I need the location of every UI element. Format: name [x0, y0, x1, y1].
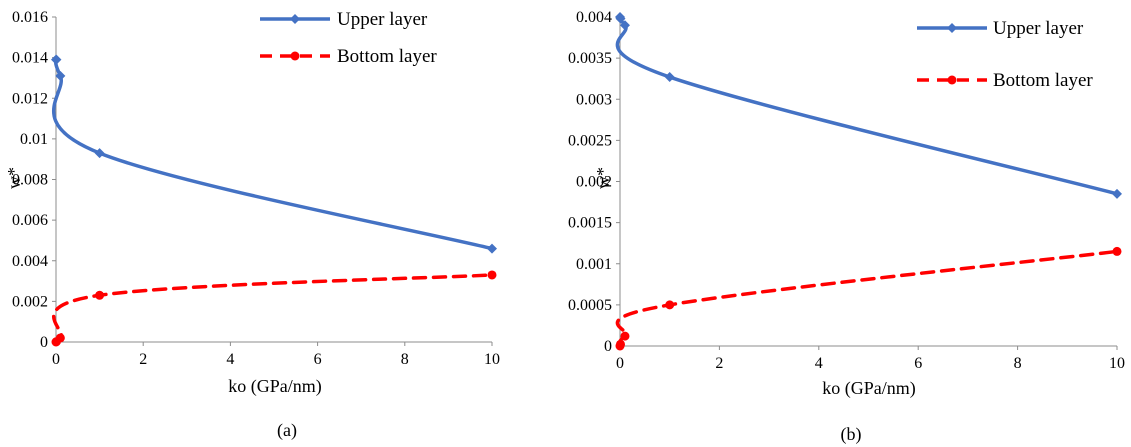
x-tick-label: 6	[914, 355, 922, 372]
legend-label: Upper layer	[993, 18, 1084, 39]
data-point-series-1	[94, 148, 105, 159]
y-tick-label: 0.002	[12, 293, 48, 310]
series-line-2	[52, 273, 494, 345]
series-line-1	[615, 15, 1119, 196]
y-tick-label: 0.004	[12, 253, 48, 270]
legend-label: Bottom layer	[337, 46, 437, 67]
series-line-2	[615, 249, 1119, 348]
x-tick-label: 0	[52, 351, 60, 368]
data-point-series-1	[51, 54, 62, 65]
x-tick-label: 10	[484, 351, 500, 368]
y-axis-label: w*	[593, 167, 613, 189]
data-point-series-2	[615, 339, 625, 349]
y-tick-label: 0.0005	[568, 297, 612, 314]
y-tick-label: 0.0035	[568, 50, 612, 67]
data-point-series-1	[619, 20, 630, 31]
data-point-series-1	[487, 243, 497, 254]
y-tick-label: 0.006	[12, 212, 48, 229]
x-axis-label: ko (GPa/nm)	[228, 376, 322, 397]
y-tick-label: 0	[604, 338, 612, 355]
x-tick-label: 8	[401, 351, 409, 368]
data-point-series-2	[95, 290, 105, 300]
legend-marker	[290, 14, 300, 24]
y-tick-label: 0.0015	[568, 215, 612, 232]
chart-panel-b: 0 0.0005 0.001 0.0015 0.002 0.0025 0.003 0.0035…	[568, 9, 1125, 445]
x-tick-label: 8	[1014, 355, 1022, 372]
data-point-series-2	[487, 270, 497, 280]
x-axis-label: ko (GPa/nm)	[822, 378, 916, 399]
panel-label: (b)	[841, 424, 862, 445]
panel-label: (a)	[277, 420, 297, 441]
x-tick-label: 0	[616, 355, 624, 372]
series-line-1	[51, 56, 494, 251]
legend-label: Upper layer	[337, 9, 428, 30]
y-tick-label: 0.008	[12, 172, 48, 189]
y-axis-label: w*	[4, 167, 24, 189]
data-point-series-1	[615, 13, 626, 24]
y-tick-label: 0.004	[576, 9, 612, 26]
y-tick-label: 0.0025	[568, 132, 612, 149]
x-tick-label: 4	[226, 351, 234, 368]
legend-marker	[947, 75, 957, 85]
x-tick-label: 4	[815, 355, 823, 372]
legend-marker	[290, 51, 300, 61]
legend-marker	[947, 23, 957, 33]
x-tick-label: 6	[314, 351, 322, 368]
data-point-series-1	[664, 72, 675, 83]
y-tick-label: 0.016	[12, 9, 48, 26]
y-tick-label: 0.014	[12, 50, 48, 67]
data-point-series-1	[1112, 188, 1122, 199]
legend-label: Bottom layer	[993, 70, 1093, 91]
x-tick-label: 10	[1109, 355, 1125, 372]
data-point-series-2	[55, 333, 65, 343]
y-tick-label: 0.012	[12, 90, 48, 107]
x-tick-label: 2	[139, 351, 147, 368]
data-point-series-2	[620, 331, 630, 341]
chart-panel-a: 0 0.002 0.004 0.006 0.008 0.01 0.012 0.014 0.016…	[4, 9, 500, 441]
y-tick-label: 0.001	[576, 256, 612, 273]
y-tick-label: 0.003	[576, 91, 612, 108]
data-point-series-2	[1112, 246, 1122, 256]
data-point-series-1	[55, 70, 66, 81]
data-point-series-2	[665, 300, 675, 310]
y-tick-label: 0.01	[20, 131, 48, 148]
x-tick-label: 2	[715, 355, 723, 372]
y-tick-label: 0.002	[576, 174, 612, 191]
y-tick-label: 0	[40, 334, 48, 351]
